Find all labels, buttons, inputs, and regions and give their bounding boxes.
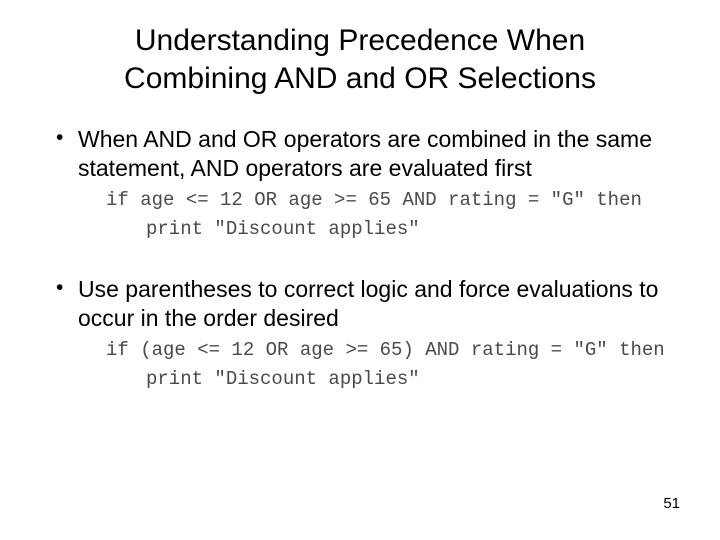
bullet-list: Use parentheses to correct logic and for…: [50, 275, 670, 334]
code-line: if (age <= 12 OR age >= 65) AND rating =…: [106, 339, 665, 361]
code-line: print "Discount applies": [106, 218, 420, 240]
bullet-item: When AND and OR operators are combined i…: [50, 125, 670, 184]
page-number: 51: [663, 495, 680, 512]
bullet-item: Use parentheses to correct logic and for…: [50, 275, 670, 334]
bullet-list: When AND and OR operators are combined i…: [50, 125, 670, 184]
bullet-text: Use parentheses to correct logic and for…: [78, 276, 658, 331]
code-block-1: if age <= 12 OR age >= 65 AND rating = "…: [106, 186, 670, 245]
code-line: if age <= 12 OR age >= 65 AND rating = "…: [106, 189, 642, 211]
bullet-text: When AND and OR operators are combined i…: [78, 126, 652, 181]
slide-title: Understanding Precedence When Combining …: [50, 22, 670, 97]
slide: Understanding Precedence When Combining …: [0, 0, 720, 540]
code-block-2: if (age <= 12 OR age >= 65) AND rating =…: [106, 336, 670, 395]
code-line: print "Discount applies": [106, 368, 420, 390]
